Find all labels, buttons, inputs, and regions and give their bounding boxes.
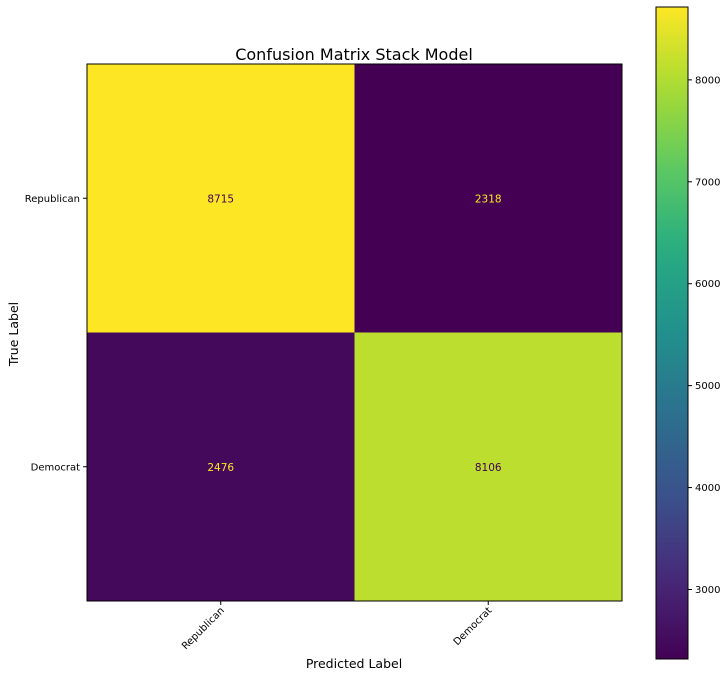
heatmap-cell — [87, 332, 355, 601]
x-tick-label: Republican — [180, 605, 227, 652]
y-tick-label: Democrat — [31, 462, 80, 473]
colorbar-tick-label: 6000 — [695, 279, 720, 290]
x-tick-label: Democrat — [452, 605, 495, 648]
cell-value-label: 2318 — [475, 193, 502, 205]
y-tick-label: Republican — [25, 194, 80, 205]
heatmap-cell — [87, 64, 355, 333]
colorbar-gradient — [655, 6, 689, 660]
chart-title: Confusion Matrix Stack Model — [235, 45, 473, 64]
colorbar-tick-label: 3000 — [695, 585, 720, 596]
plot-frame — [86, 63, 623, 602]
y-axis-label: True Label — [6, 302, 21, 367]
colorbar: 3000 4000 5000 6000 7000 8000 — [655, 6, 720, 660]
heatmap-cells — [87, 64, 622, 601]
colorbar-tick-label: 8000 — [695, 75, 720, 86]
cell-value-label: 2476 — [207, 462, 234, 474]
heatmap-cell — [354, 64, 622, 333]
colorbar-tick-label: 7000 — [695, 177, 720, 188]
cell-value-labels: 8715 2318 2476 8106 — [207, 193, 502, 474]
x-axis-label: Predicted Label — [306, 656, 402, 671]
cell-value-label: 8106 — [475, 462, 502, 474]
colorbar-tick-label: 4000 — [695, 483, 720, 494]
colorbar-tick-label: 5000 — [695, 381, 720, 392]
cell-value-label: 8715 — [207, 193, 234, 205]
heatmap-cell — [354, 332, 622, 601]
